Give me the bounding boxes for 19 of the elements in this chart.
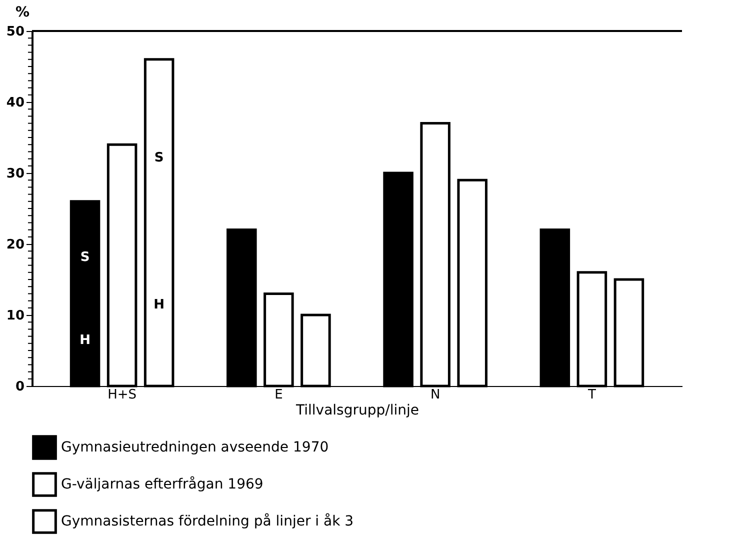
- x-tick-label: H+S: [108, 388, 137, 402]
- annotation: S: [80, 250, 90, 265]
- annotation: H: [80, 332, 90, 348]
- y-tick-label: 10: [6, 308, 24, 324]
- y-tick-label: 50: [6, 24, 24, 40]
- y-axis-title: %: [15, 4, 30, 20]
- x-tick-label: N: [430, 388, 440, 402]
- y-tick-label: 30: [6, 166, 24, 182]
- legend-label: G-väljarnas efterfrågan 1969: [61, 476, 264, 492]
- x-tick-label: T: [586, 388, 596, 402]
- y-tick-label: 40: [6, 96, 24, 110]
- legend-label: Gymnasieutredningen avseende 1970: [61, 440, 329, 456]
- x-tick-label: E: [274, 388, 283, 402]
- y-tick-label: 0: [15, 380, 24, 394]
- annotation: H: [154, 297, 165, 312]
- legend-label: Gymnasisternas fördelning på linjer i åk 3: [61, 512, 354, 530]
- x-axis-title: Tillvalsgrupp/linje: [295, 402, 419, 418]
- y-tick-label: 20: [6, 238, 24, 252]
- annotation: S: [154, 150, 164, 166]
